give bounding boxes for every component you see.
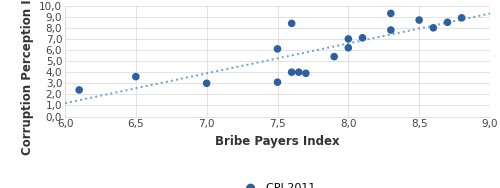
CPI 2011 <box>344 46 352 49</box>
CPI 2011 <box>288 22 296 25</box>
CPI 2011 <box>415 19 423 22</box>
CPI 2011 <box>344 37 352 40</box>
Y-axis label: Corruption Perception Index: Corruption Perception Index <box>20 0 34 155</box>
CPI 2011 <box>330 55 338 58</box>
CPI 2011 <box>295 71 303 74</box>
Legend: CPI 2011: CPI 2011 <box>240 183 316 188</box>
CPI 2011 <box>274 81 281 84</box>
CPI 2011 <box>288 71 296 74</box>
CPI 2011 <box>132 75 140 78</box>
CPI 2011 <box>387 12 395 15</box>
CPI 2011 <box>302 72 310 75</box>
CPI 2011 <box>75 88 83 91</box>
CPI 2011 <box>274 47 281 50</box>
CPI 2011 <box>458 16 466 19</box>
X-axis label: Bribe Payers Index: Bribe Payers Index <box>215 135 340 148</box>
CPI 2011 <box>358 36 366 39</box>
CPI 2011 <box>430 26 438 29</box>
CPI 2011 <box>387 29 395 32</box>
CPI 2011 <box>202 82 210 85</box>
CPI 2011 <box>444 21 452 24</box>
